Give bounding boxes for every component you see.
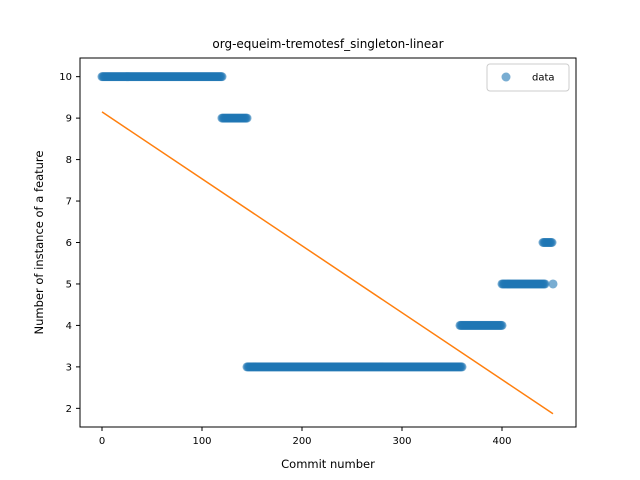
y-tick-label: 10 bbox=[59, 72, 72, 83]
data-point bbox=[497, 320, 507, 330]
data-point bbox=[242, 113, 252, 123]
x-tick-label: 400 bbox=[492, 436, 511, 447]
data-point bbox=[457, 362, 467, 372]
legend-marker-data bbox=[501, 72, 511, 82]
y-axis-label: Number of instance of a feature bbox=[32, 151, 46, 335]
x-tick-label: 0 bbox=[99, 436, 105, 447]
y-tick-label: 8 bbox=[66, 155, 72, 166]
data-point bbox=[217, 72, 227, 82]
legend-label-data: data bbox=[532, 73, 555, 84]
y-tick-label: 2 bbox=[66, 404, 72, 415]
y-tick-label: 9 bbox=[66, 114, 72, 125]
y-tick-label: 7 bbox=[66, 197, 72, 208]
data-point bbox=[548, 279, 558, 289]
data-point bbox=[540, 279, 550, 289]
chart-title: org-equeim-tremotesf_singleton-linear bbox=[212, 37, 443, 51]
plot-frame bbox=[79, 57, 577, 428]
data-point bbox=[547, 238, 557, 247]
y-tick-label: 6 bbox=[66, 238, 72, 249]
x-tick-label: 100 bbox=[192, 436, 211, 447]
legend: data bbox=[486, 63, 570, 92]
y-axis-ticks: 2 3 4 5 6 7 8 9 10 bbox=[59, 72, 80, 415]
plot-marks bbox=[97, 72, 558, 415]
legend-box bbox=[486, 63, 570, 92]
x-axis-ticks: 0 100 200 300 400 bbox=[99, 427, 512, 447]
fit-line bbox=[101, 111, 554, 415]
y-tick-label: 5 bbox=[66, 279, 72, 290]
y-tick-label: 3 bbox=[66, 362, 72, 373]
x-axis-label: Commit number bbox=[281, 457, 375, 471]
x-tick-label: 200 bbox=[292, 436, 311, 447]
x-tick-label: 300 bbox=[392, 436, 411, 447]
y-tick-label: 4 bbox=[66, 321, 72, 332]
